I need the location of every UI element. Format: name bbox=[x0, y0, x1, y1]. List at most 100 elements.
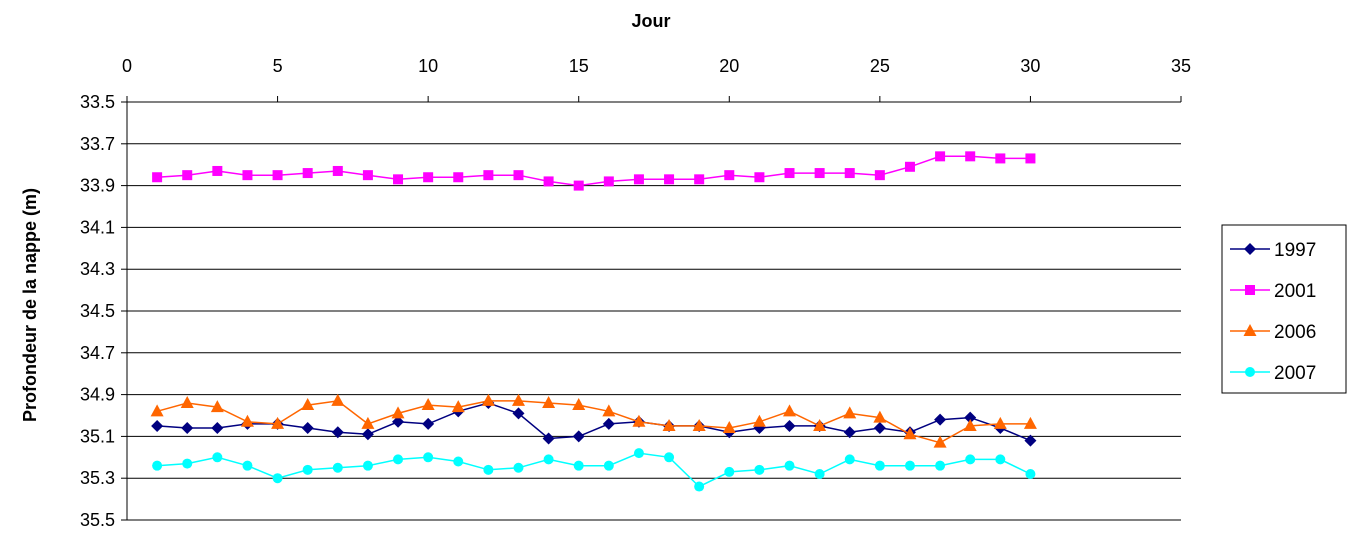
x-tick-label: 0 bbox=[122, 56, 132, 76]
data-point-1997 bbox=[211, 422, 224, 435]
data-point-2001 bbox=[272, 170, 283, 181]
data-point-2007 bbox=[182, 458, 193, 469]
data-point-2001 bbox=[844, 168, 855, 179]
data-point-2001 bbox=[965, 151, 976, 162]
legend-marker bbox=[1244, 243, 1256, 255]
data-point-1997 bbox=[964, 411, 977, 424]
y-tick-label: 34.7 bbox=[80, 343, 115, 363]
data-point-2006 bbox=[150, 404, 164, 417]
data-point-1997 bbox=[422, 417, 435, 430]
legend-item-1997: 1997 bbox=[1230, 240, 1316, 261]
data-point-2001 bbox=[362, 170, 373, 181]
legend-label: 2007 bbox=[1274, 363, 1316, 384]
data-point-1997 bbox=[542, 432, 555, 445]
data-point-2001 bbox=[603, 176, 614, 187]
legend-marker bbox=[1245, 285, 1255, 295]
data-point-2001 bbox=[1025, 153, 1036, 164]
data-point-2007 bbox=[362, 460, 373, 471]
data-point-2001 bbox=[935, 151, 946, 162]
data-point-2001 bbox=[423, 172, 434, 183]
data-point-2007 bbox=[754, 464, 765, 475]
data-point-2007 bbox=[724, 466, 735, 477]
data-point-2006 bbox=[451, 400, 465, 413]
series-line-2001 bbox=[157, 155, 1031, 187]
y-tick-labels: 33.5 33.7 33.9 34.1 34.3 34.5 34.7 34.9 35.1 35.3… bbox=[80, 92, 115, 530]
data-point-1997 bbox=[512, 407, 525, 420]
data-point-1997 bbox=[1024, 434, 1037, 447]
data-point-2007 bbox=[453, 456, 464, 467]
data-point-2006 bbox=[391, 406, 405, 419]
series-2006 bbox=[150, 393, 1037, 448]
data-point-2007 bbox=[573, 460, 584, 471]
data-point-1997 bbox=[181, 422, 194, 435]
legend-label: 1997 bbox=[1274, 240, 1316, 261]
data-point-2001 bbox=[483, 170, 494, 181]
data-point-2007 bbox=[935, 460, 946, 471]
series-2007 bbox=[152, 448, 1036, 492]
data-point-2001 bbox=[633, 174, 644, 185]
data-point-2007 bbox=[423, 452, 434, 463]
data-point-2007 bbox=[694, 481, 705, 492]
data-point-2006 bbox=[271, 416, 285, 429]
data-point-2006 bbox=[903, 427, 917, 440]
data-point-1997 bbox=[361, 428, 374, 441]
data-point-2006 bbox=[210, 400, 224, 413]
y-tick-label: 34.5 bbox=[80, 301, 115, 321]
data-point-1997 bbox=[331, 426, 344, 439]
data-point-2001 bbox=[453, 172, 464, 183]
data-point-2007 bbox=[633, 448, 644, 459]
data-point-2007 bbox=[904, 460, 915, 471]
data-point-2007 bbox=[965, 454, 976, 465]
legend-label: 2006 bbox=[1274, 322, 1316, 343]
data-point-2007 bbox=[1025, 469, 1036, 480]
y-tick-label: 35.1 bbox=[80, 426, 115, 446]
data-point-2007 bbox=[995, 454, 1006, 465]
data-point-2006 bbox=[662, 418, 676, 431]
x-tick-label: 5 bbox=[273, 56, 283, 76]
data-point-2006 bbox=[180, 395, 194, 408]
data-point-2001 bbox=[182, 170, 193, 181]
legend: 1997 2001 2006 2007 bbox=[1221, 224, 1347, 394]
data-point-2007 bbox=[302, 464, 313, 475]
data-point-2006 bbox=[963, 418, 977, 431]
y-tick-label: 33.7 bbox=[80, 134, 115, 154]
data-point-2001 bbox=[152, 172, 163, 183]
data-point-2007 bbox=[814, 469, 825, 480]
x-tick-label: 35 bbox=[1171, 56, 1191, 76]
data-point-2001 bbox=[573, 180, 584, 191]
data-point-2001 bbox=[754, 172, 765, 183]
x-tick-label: 15 bbox=[569, 56, 589, 76]
x-tick-labels: 0 5 10 15 20 25 30 35 bbox=[122, 56, 1191, 76]
data-point-2006 bbox=[240, 414, 254, 427]
data-point-2001 bbox=[724, 170, 735, 181]
x-tick-label: 10 bbox=[418, 56, 438, 76]
legend-item-2001: 2001 bbox=[1230, 281, 1316, 302]
legend-marker bbox=[1243, 324, 1257, 336]
y-axis-title: Profondeur de la nappe (m) bbox=[20, 188, 40, 422]
data-point-2007 bbox=[393, 454, 404, 465]
data-point-2001 bbox=[513, 170, 524, 181]
data-point-2006 bbox=[722, 421, 736, 434]
x-tick-label: 20 bbox=[719, 56, 739, 76]
y-tick-label: 33.9 bbox=[80, 176, 115, 196]
data-point-2001 bbox=[393, 174, 404, 185]
data-point-2007 bbox=[272, 473, 283, 484]
data-point-2007 bbox=[874, 460, 885, 471]
data-point-1997 bbox=[392, 415, 405, 428]
data-point-2001 bbox=[332, 165, 343, 176]
data-point-2006 bbox=[843, 406, 857, 419]
data-point-2006 bbox=[632, 414, 646, 427]
y-tick-label: 34.9 bbox=[80, 385, 115, 405]
data-point-2001 bbox=[995, 153, 1006, 164]
data-point-2006 bbox=[1023, 416, 1037, 429]
y-tick-label: 34.1 bbox=[80, 217, 115, 237]
data-point-2006 bbox=[752, 414, 766, 427]
axes bbox=[121, 96, 1182, 521]
data-point-1997 bbox=[873, 422, 886, 435]
data-point-2001 bbox=[904, 161, 915, 172]
data-point-2007 bbox=[844, 454, 855, 465]
data-point-2007 bbox=[332, 462, 343, 473]
legend-label: 2001 bbox=[1274, 281, 1316, 302]
data-point-1997 bbox=[934, 413, 947, 426]
data-point-2006 bbox=[873, 410, 887, 423]
